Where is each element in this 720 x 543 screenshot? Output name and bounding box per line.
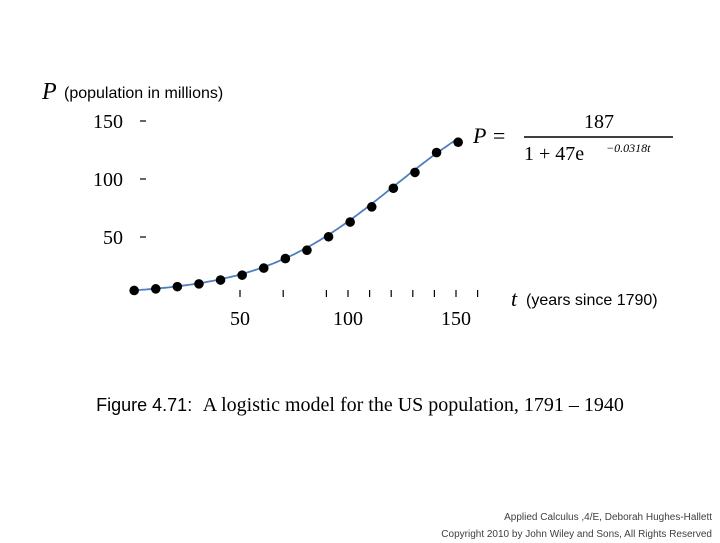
- data-point: [194, 279, 204, 289]
- data-points: [129, 137, 463, 295]
- x-axis-description: (years since 1790): [526, 292, 658, 309]
- figure-caption: Figure 4.71: A logistic model for the US…: [0, 394, 720, 417]
- footer-line-1: Applied Calculus ,4/E, Deborah Hughes-Ha…: [441, 509, 712, 526]
- data-point: [216, 275, 226, 285]
- data-point: [453, 137, 463, 147]
- data-point: [237, 270, 247, 280]
- logistic-chart: P (population in millions) 50 100 150 50 10…: [0, 0, 720, 380]
- formula-denominator: 1 + 47e: [524, 143, 584, 165]
- x-tick-label: 150: [441, 308, 471, 330]
- formula-lhs: P =: [472, 123, 506, 148]
- data-point: [324, 232, 334, 242]
- data-point: [345, 217, 355, 227]
- data-point: [259, 263, 269, 273]
- y-axis-description: (population in millions): [64, 85, 223, 102]
- x-axis-variable: t: [511, 286, 518, 311]
- footer-line-2: Copyright 2010 by John Wiley and Sons, A…: [441, 526, 712, 543]
- data-point: [367, 202, 377, 212]
- copyright-footer: Applied Calculus ,4/E, Deborah Hughes-Ha…: [441, 509, 712, 543]
- caption-separator: :: [187, 395, 192, 415]
- x-ticks: 50 100 150: [230, 290, 478, 330]
- data-point: [281, 254, 291, 264]
- data-point: [302, 245, 312, 255]
- x-tick-label: 100: [333, 308, 363, 330]
- y-tick-label: 100: [93, 169, 123, 191]
- y-tick-label: 50: [103, 227, 123, 249]
- y-ticks: 50 100 150: [93, 111, 146, 249]
- caption-label: Figure 4.71: [96, 395, 187, 415]
- formula-exponent: −0.0318t: [606, 141, 651, 155]
- y-axis-label: P (population in millions): [41, 79, 223, 105]
- data-point: [432, 148, 442, 158]
- y-axis-variable: P: [41, 79, 57, 105]
- data-point: [173, 282, 183, 292]
- y-tick-label: 150: [93, 111, 123, 133]
- data-point: [389, 183, 399, 193]
- caption-text: A logistic model for the US population, …: [203, 394, 624, 416]
- data-point: [151, 284, 161, 294]
- formula-numerator: 187: [584, 111, 614, 133]
- logistic-formula: P = 187 1 + 47e −0.0318t: [472, 111, 673, 165]
- data-point: [129, 286, 139, 296]
- data-point: [410, 168, 420, 178]
- x-axis-label: t (years since 1790): [511, 286, 658, 311]
- model-curve: [134, 139, 458, 291]
- x-tick-label: 50: [230, 308, 250, 330]
